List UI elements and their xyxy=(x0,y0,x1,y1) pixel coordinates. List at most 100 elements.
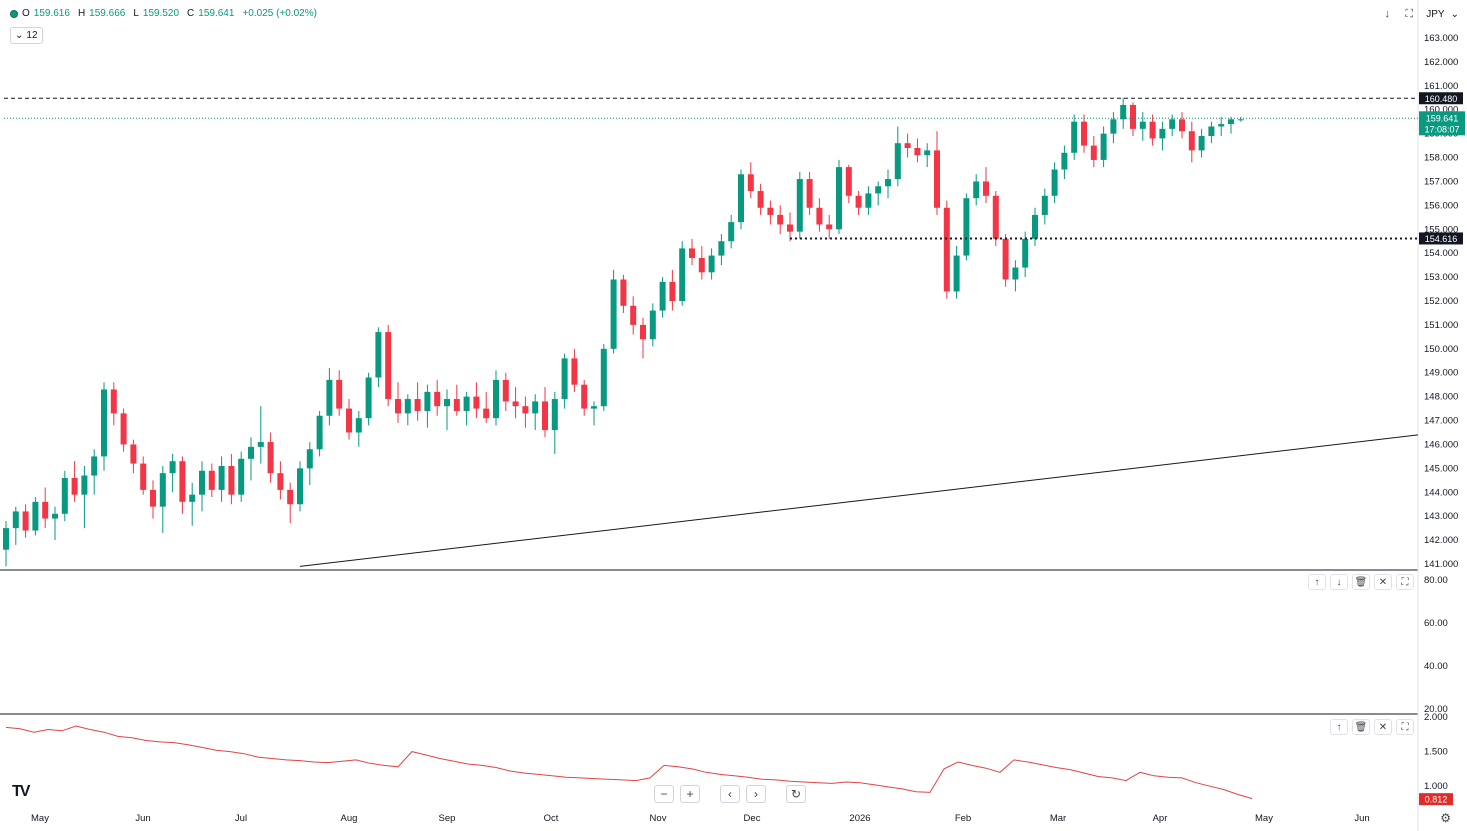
candle-body xyxy=(659,281,666,311)
maximize-icon[interactable]: ⛶ xyxy=(1405,7,1414,20)
price-tick-label: 141.000 xyxy=(1424,559,1458,570)
candle-body xyxy=(346,408,352,433)
maximize-icon[interactable]: ⛶ xyxy=(1396,574,1414,590)
candle-body xyxy=(1188,131,1195,151)
scroll-right-button[interactable]: › xyxy=(746,785,766,803)
zoom-out-button[interactable]: − xyxy=(654,785,674,803)
price-tick-label: 158.000 xyxy=(1424,153,1458,164)
time-axis-label: Mar xyxy=(1050,813,1066,824)
candle-body xyxy=(943,207,950,292)
candle-body xyxy=(1071,121,1078,153)
price-tick-label: 145.000 xyxy=(1424,463,1458,474)
candle-body xyxy=(875,186,882,194)
candle-body xyxy=(297,468,303,505)
candle-body xyxy=(208,470,215,490)
delete-icon[interactable]: 🗑 xyxy=(1352,719,1370,735)
maximize-icon[interactable]: ⛶ xyxy=(1396,719,1414,735)
candle-body xyxy=(816,207,823,225)
candle-body xyxy=(1208,126,1215,137)
zoom-in-button[interactable]: + xyxy=(680,785,700,803)
candle-body xyxy=(404,399,411,414)
candle-body xyxy=(248,446,254,459)
candle-body xyxy=(1022,238,1029,268)
chevron-down-icon: ⌄ xyxy=(15,30,24,41)
indicator-value-label: 0.812 xyxy=(1425,795,1448,805)
candle-body xyxy=(591,406,597,409)
move-down-icon[interactable]: ↓ xyxy=(1330,574,1348,590)
price-tick-label: 144.000 xyxy=(1424,487,1458,498)
low-label: L xyxy=(133,8,139,19)
candle-body xyxy=(444,399,450,407)
price-tick-label: 154.000 xyxy=(1424,248,1458,259)
pane2-controls: ↑ ↓ 🗑 ✕ ⛶ xyxy=(1308,574,1414,590)
move-up-icon[interactable]: ↑ xyxy=(1308,574,1326,590)
time-axis-label: Oct xyxy=(544,813,559,824)
close-label: C xyxy=(187,8,195,19)
candle-body xyxy=(22,511,29,531)
candle-body xyxy=(1218,124,1225,127)
level-label-bg xyxy=(1419,232,1463,245)
candle-body xyxy=(738,174,744,223)
settings-icon[interactable]: ⚙ xyxy=(1440,811,1451,825)
indicator-value-bg xyxy=(1419,793,1453,806)
close-icon[interactable]: ✕ xyxy=(1374,719,1392,735)
last-price-label: 159.641 xyxy=(1426,113,1459,123)
price-tick-label: 142.000 xyxy=(1424,535,1458,546)
candle-body xyxy=(169,461,176,474)
candle-body xyxy=(796,179,803,232)
candle-body xyxy=(179,461,186,502)
tradingview-logo[interactable]: TV xyxy=(12,783,31,800)
candle-body xyxy=(130,444,137,464)
candle-body xyxy=(787,224,793,232)
download-icon[interactable]: ↓ xyxy=(1384,8,1391,20)
candle-body xyxy=(885,179,891,187)
candle-body xyxy=(649,310,656,340)
candle-body xyxy=(81,475,88,495)
open-value: 159.616 xyxy=(33,8,70,19)
candle-body xyxy=(1051,169,1058,196)
candle-body xyxy=(728,222,735,242)
delete-icon[interactable]: 🗑 xyxy=(1352,574,1370,590)
interval-value: 12 xyxy=(26,30,38,41)
candle-body xyxy=(904,143,911,148)
scroll-left-button[interactable]: ‹ xyxy=(720,785,740,803)
candle-body xyxy=(747,174,754,192)
candle-body xyxy=(316,415,323,450)
candle-body xyxy=(689,248,695,258)
currency-select[interactable]: JPY ⌄ xyxy=(1422,5,1463,23)
candle-body xyxy=(159,473,166,507)
candle-body xyxy=(698,257,705,273)
candle-body xyxy=(845,167,852,196)
indicator-tick-label: 1.000 xyxy=(1424,781,1448,792)
candle-body xyxy=(61,477,68,514)
candle-body xyxy=(140,463,147,490)
price-tick-label: 150.000 xyxy=(1424,344,1458,355)
candle-body xyxy=(473,396,480,409)
candle-body xyxy=(277,473,284,490)
move-up-icon[interactable]: ↑ xyxy=(1330,719,1348,735)
candle-body xyxy=(953,255,960,292)
candle-body xyxy=(52,513,58,519)
price-tick-label: 156.000 xyxy=(1424,200,1458,211)
high-value: 159.666 xyxy=(89,8,126,19)
candle-body xyxy=(1169,119,1176,129)
time-axis-label: May xyxy=(1255,813,1273,824)
price-tick-label: 157.000 xyxy=(1424,176,1458,187)
reset-chart-button[interactable]: ↻ xyxy=(786,785,806,803)
candle-body xyxy=(669,281,676,301)
interval-toggle[interactable]: ⌄ 12 xyxy=(10,27,43,44)
symbol-status-icon xyxy=(10,9,18,18)
candle-body xyxy=(1228,119,1234,125)
time-axis-label: Nov xyxy=(650,813,667,824)
close-icon[interactable]: ✕ xyxy=(1374,574,1392,590)
time-axis-label: Jun xyxy=(1354,813,1369,824)
pane3-controls: ↑ 🗑 ✕ ⛶ xyxy=(1330,719,1414,735)
candle-body xyxy=(365,377,372,419)
candle-body xyxy=(1179,119,1185,132)
candle-body xyxy=(424,391,431,411)
candle-body xyxy=(199,470,205,495)
candle-body xyxy=(493,379,499,419)
low-value: 159.520 xyxy=(142,8,180,19)
